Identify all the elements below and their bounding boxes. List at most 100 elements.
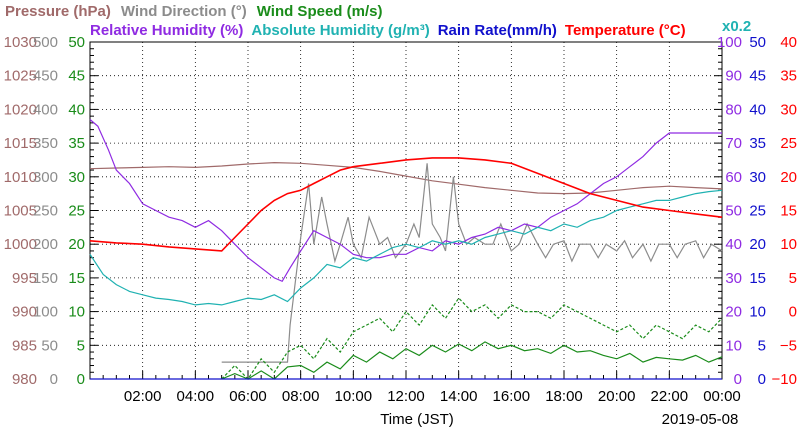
series-wind_gust (221, 297, 723, 380)
tick-label-rh: 40 (725, 236, 742, 253)
tick-label-wind_speed: 45 (68, 68, 85, 85)
series-wind_speed (221, 341, 723, 380)
tick-label-wind_speed: 15 (68, 270, 85, 287)
tick-label-pressure: 1005 (4, 203, 37, 220)
legend-ah: Absolute Humidity (g/m³) (251, 22, 429, 39)
tick-label-temp: 25 (780, 135, 797, 152)
legend-pressure: Pressure (hPa) (5, 3, 111, 20)
tick-label-pressure: 1025 (4, 68, 37, 85)
legend-wind_dir: Wind Direction (°) (121, 3, 247, 20)
tick-label-pressure: 980 (12, 371, 37, 388)
x-tick-label: 12:00 (387, 388, 425, 405)
tick-label-wind_dir: 100 (33, 304, 58, 321)
tick-label-ah_rain: 30 (749, 169, 766, 186)
tick-label-rh: 90 (725, 68, 742, 85)
series-pressure (89, 161, 723, 195)
left-axes: 9809859909951000100510101015102010251030… (4, 34, 85, 388)
x-tick-label: 06:00 (229, 388, 267, 405)
tick-label-ah_rain: 15 (749, 270, 766, 287)
x-tick-label: 18:00 (545, 388, 583, 405)
tick-label-wind_dir: 0 (50, 371, 58, 388)
series-wind_dir (221, 163, 723, 363)
tick-label-rh: 0 (734, 371, 742, 388)
tick-label-ah_rain: 35 (749, 135, 766, 152)
tick-label-rh: 10 (725, 337, 742, 354)
tick-label-ah_rain: 45 (749, 68, 766, 85)
tick-label-rh: 60 (725, 169, 742, 186)
tick-label-temp: 15 (780, 203, 797, 220)
tick-label-temp: −10 (772, 371, 797, 388)
x-tick-label: 10:00 (335, 388, 373, 405)
tick-label-ah_rain: 25 (749, 203, 766, 220)
chart-legend: Pressure (hPa) Wind Direction (°) Wind Spe… (5, 3, 751, 39)
tick-label-wind_dir: 400 (33, 101, 58, 118)
tick-label-ah_rain: 0 (758, 371, 766, 388)
tick-label-rh: 50 (725, 203, 742, 220)
series-layer (89, 119, 723, 380)
tick-label-wind_speed: 5 (77, 337, 85, 354)
tick-label-wind_dir: 250 (33, 203, 58, 220)
right-axes: 0102030405060708090100051015202530354045… (717, 34, 797, 388)
x-tick-label: 02:00 (124, 388, 162, 405)
legend-rh: Relative Humidity (%) (90, 22, 243, 39)
tick-label-wind_dir: 200 (33, 236, 58, 253)
tick-label-wind_dir: 150 (33, 270, 58, 287)
tick-label-temp: 35 (780, 68, 797, 85)
tick-label-rh: 30 (725, 270, 742, 287)
x-tick-label: 04:00 (177, 388, 215, 405)
tick-label-ah_rain: 50 (749, 34, 766, 51)
tick-label-wind_dir: 50 (41, 337, 58, 354)
tick-label-pressure: 990 (12, 304, 37, 321)
legend-multiplier: x0.2 (722, 18, 751, 35)
tick-label-temp: 30 (780, 101, 797, 118)
plot-area (89, 41, 723, 380)
tick-label-temp: 40 (780, 34, 797, 51)
tick-label-wind_speed: 0 (77, 371, 85, 388)
x-tick-label: 14:00 (440, 388, 478, 405)
tick-label-wind_speed: 35 (68, 135, 85, 152)
tick-label-wind_speed: 40 (68, 101, 85, 118)
tick-label-pressure: 1015 (4, 135, 37, 152)
legend-rain: Rain Rate(mm/h) (438, 22, 557, 39)
tick-label-rh: 100 (717, 34, 742, 51)
x-tick-label: 08:00 (282, 388, 320, 405)
series-rh (89, 119, 722, 283)
tick-label-wind_speed: 20 (68, 236, 85, 253)
tick-label-pressure: 995 (12, 270, 37, 287)
x-tick-label: 20:00 (598, 388, 636, 405)
tick-label-wind_dir: 500 (33, 34, 58, 51)
tick-label-wind_speed: 30 (68, 169, 85, 186)
x-tick-label: 00:00 (703, 388, 741, 405)
x-tick-label: 16:00 (493, 388, 531, 405)
tick-label-wind_dir: 350 (33, 135, 58, 152)
tick-label-ah_rain: 40 (749, 101, 766, 118)
tick-label-temp: 0 (789, 304, 797, 321)
x-tick-label: 22:00 (651, 388, 689, 405)
tick-label-ah_rain: 20 (749, 236, 766, 253)
tick-label-pressure: 1000 (4, 236, 37, 253)
tick-label-temp: 10 (780, 236, 797, 253)
legend-temp: Temperature (°C) (565, 22, 686, 39)
date-label: 2019-05-08 (662, 411, 739, 428)
tick-label-wind_dir: 300 (33, 169, 58, 186)
legend-wind_speed: Wind Speed (m/s) (257, 3, 383, 20)
tick-label-ah_rain: 5 (758, 337, 766, 354)
tick-label-pressure: 985 (12, 337, 37, 354)
tick-label-temp: 20 (780, 169, 797, 186)
tick-label-wind_speed: 25 (68, 203, 85, 220)
tick-label-pressure: 1020 (4, 101, 37, 118)
tick-label-wind_speed: 10 (68, 304, 85, 321)
tick-label-pressure: 1030 (4, 34, 37, 51)
tick-label-rh: 20 (725, 304, 742, 321)
tick-label-pressure: 1010 (4, 169, 37, 186)
x-axis-label: Time (JST) (380, 411, 454, 428)
x-axis: 02:00 04:00 06:00 08:00 10:00 12:00 14:00 16:00… (124, 388, 741, 405)
tick-label-wind_speed: 50 (68, 34, 85, 51)
tick-label-rh: 80 (725, 101, 742, 118)
tick-label-temp: 5 (789, 270, 797, 287)
tick-label-rh: 70 (725, 135, 742, 152)
tick-label-temp: −5 (780, 337, 797, 354)
tick-label-wind_dir: 450 (33, 68, 58, 85)
series-ah (89, 189, 723, 306)
